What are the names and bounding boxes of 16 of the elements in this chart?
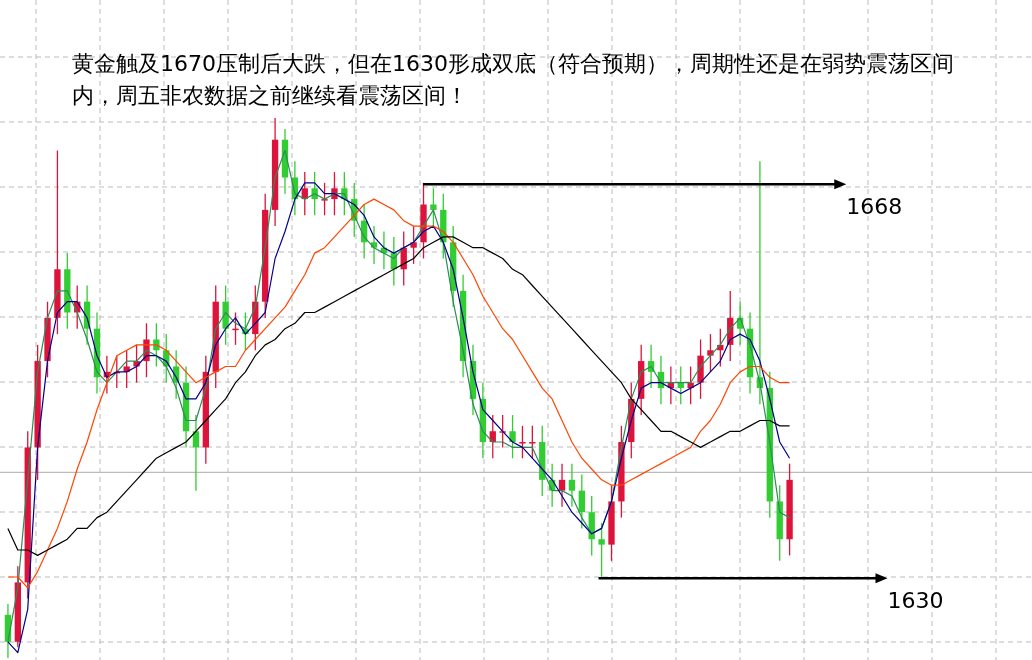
candlestick bbox=[430, 187, 437, 227]
chart-title: 黄金触及1670压制后大跌，但在1630形成双底（符合预期），周期性还是在弱势震荡区间内，周五非农数据之前继续看震荡区间！ bbox=[72, 50, 955, 110]
candlestick bbox=[558, 462, 566, 508]
candlestick bbox=[568, 462, 576, 508]
candlestick bbox=[509, 414, 516, 459]
candlestick bbox=[410, 225, 417, 265]
text: 1668 bbox=[846, 194, 903, 220]
candlestick bbox=[499, 414, 506, 449]
candlestick bbox=[707, 333, 714, 373]
candlestick bbox=[598, 522, 605, 578]
candlestick bbox=[578, 473, 585, 530]
candlestick bbox=[321, 182, 328, 216]
candlestick bbox=[153, 322, 160, 368]
candlestick bbox=[529, 425, 536, 459]
text: 1630 bbox=[887, 588, 944, 614]
candlestick bbox=[519, 425, 526, 459]
